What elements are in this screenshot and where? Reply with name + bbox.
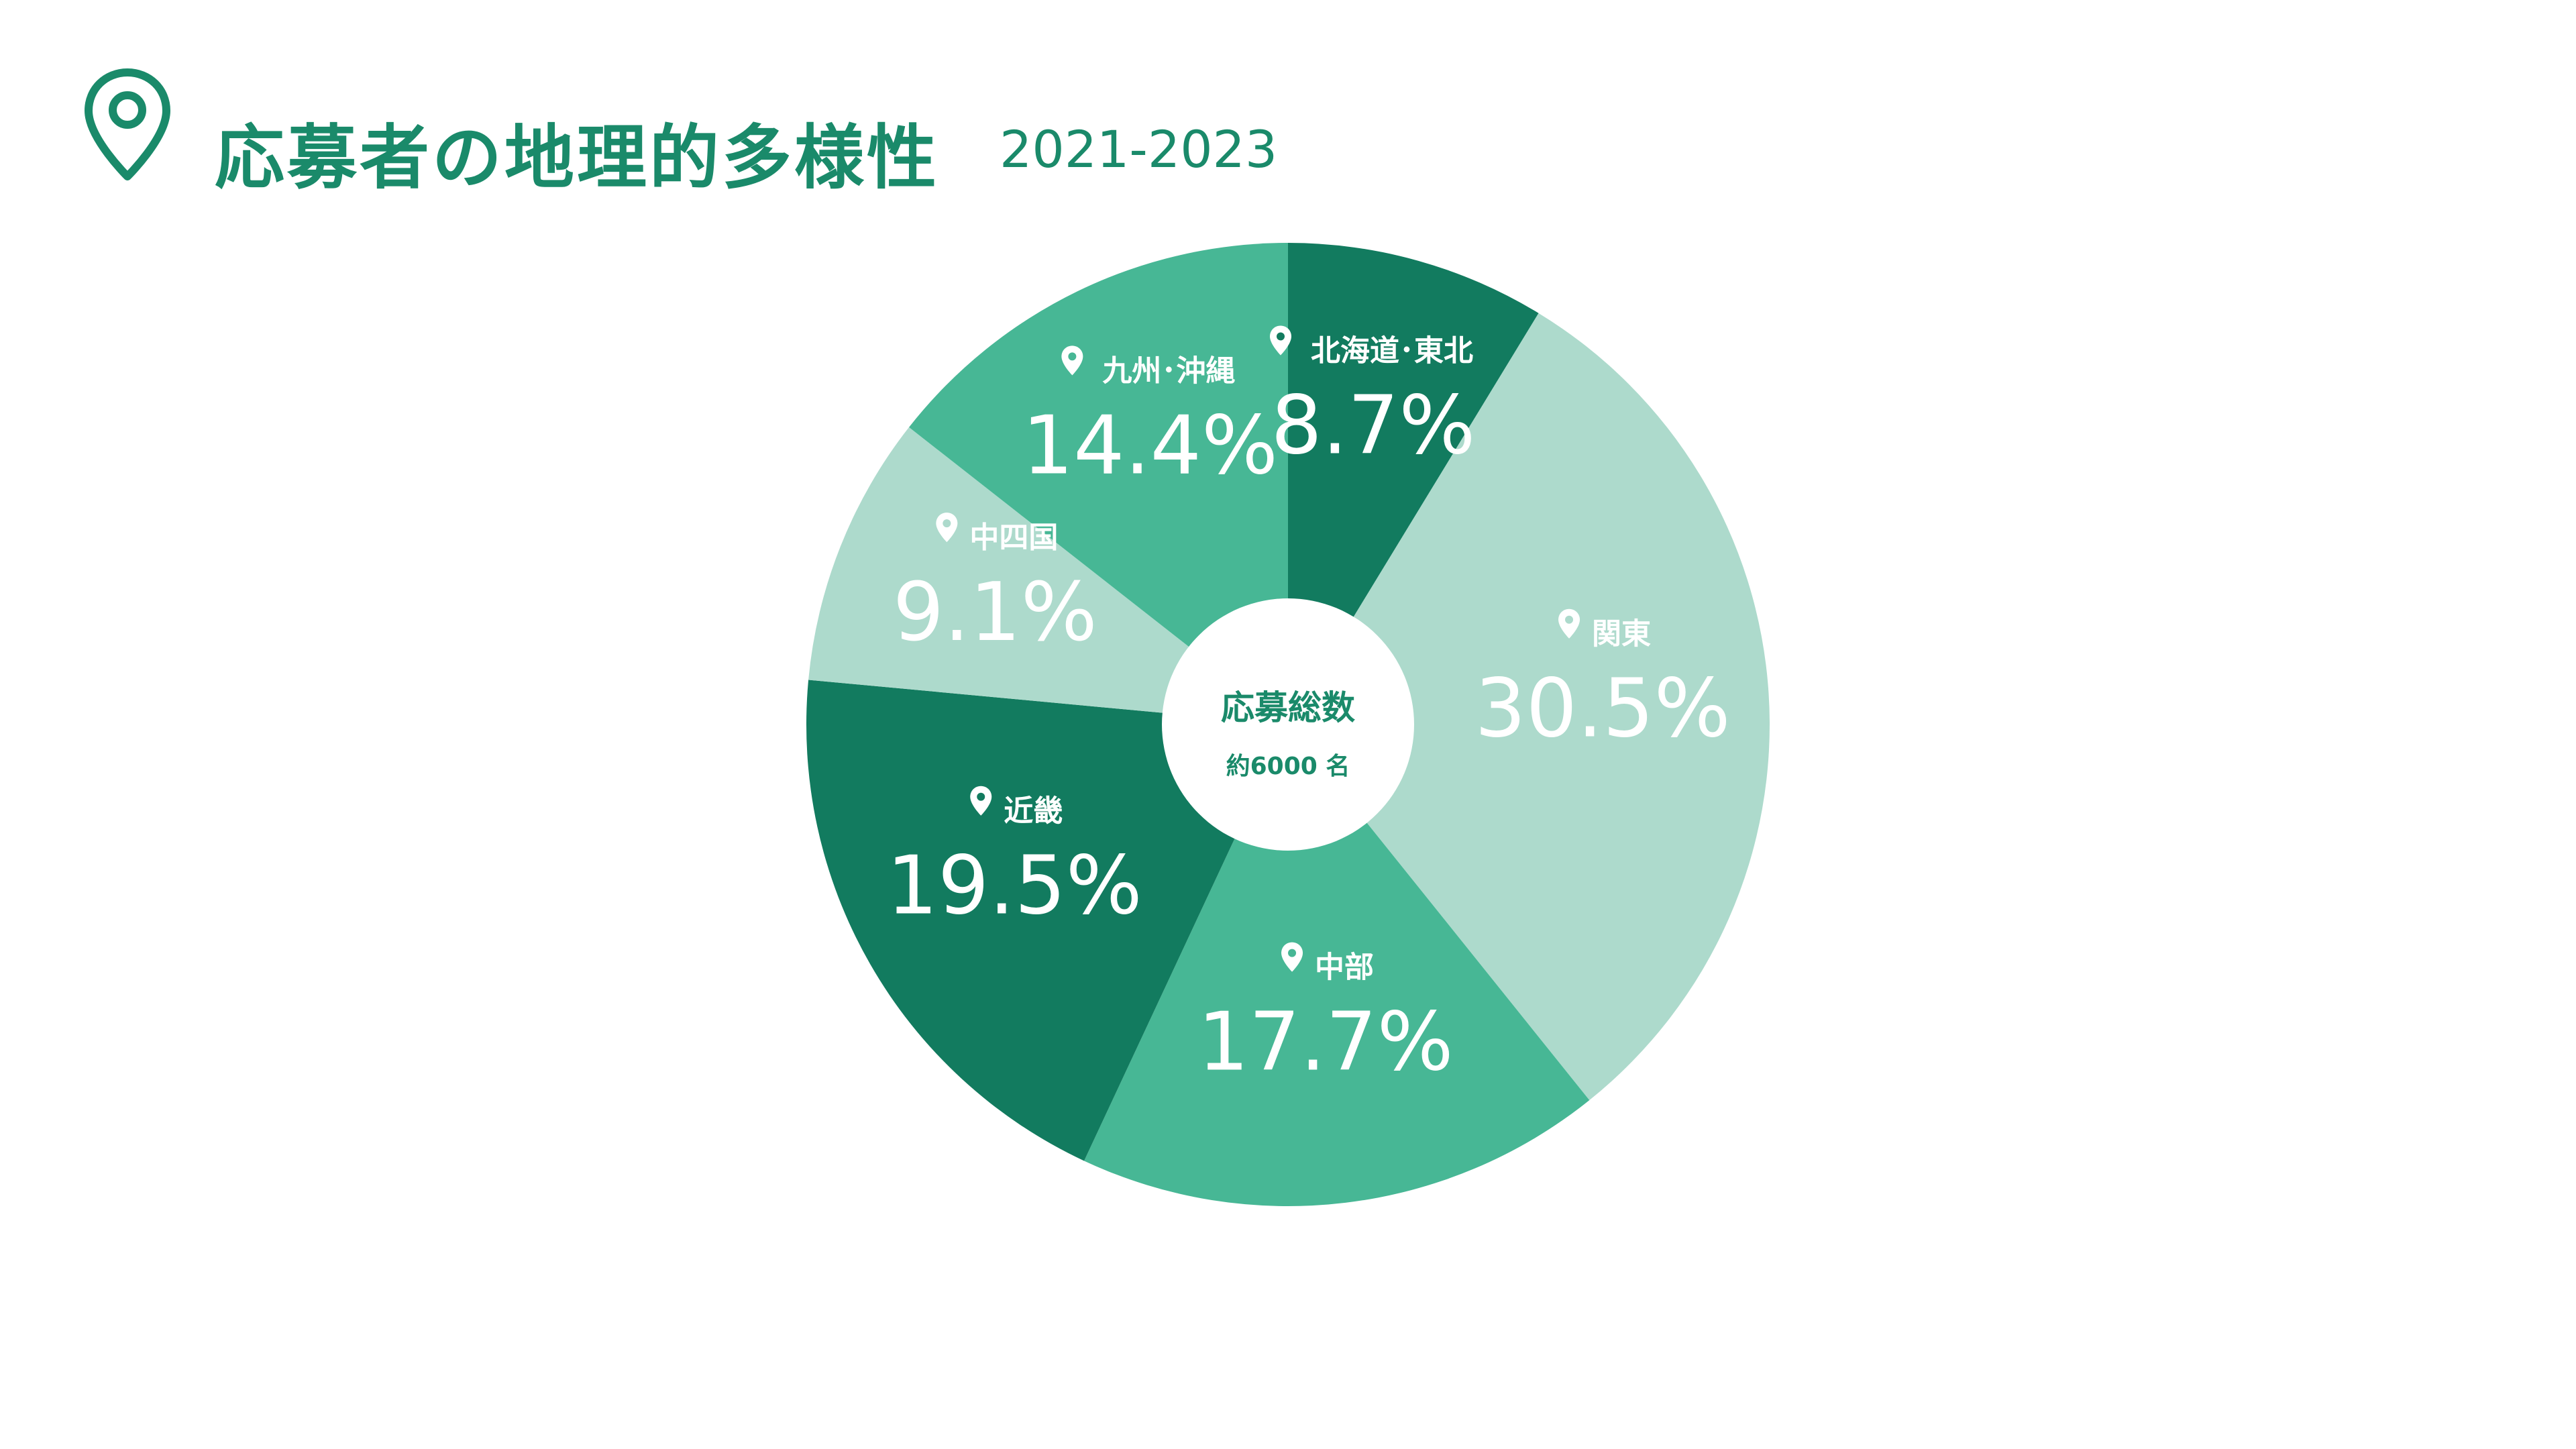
slice-label-group: 北海道･東北 8.7%: [1269, 325, 1476, 472]
date-range: 2021-2023: [1000, 119, 1278, 179]
pie-slice: [808, 427, 1288, 724]
pie-slices: [806, 243, 1770, 1206]
slice-value: 8.7%: [1271, 379, 1476, 472]
pie-slice: [1288, 243, 1539, 724]
slice-value: 30.5%: [1474, 663, 1730, 756]
pie-labels: 北海道･東北 8.7% 関東 30.5% 中部 17.7% 近畿 19.5% 中四国 9.1% 九州…: [887, 325, 1731, 1089]
slice-label: 近畿: [1004, 794, 1063, 828]
map-pin-icon: [1558, 608, 1580, 639]
map-pin-icon: [936, 513, 958, 543]
pie-slice: [1288, 313, 1770, 1101]
map-pin-icon: [1061, 345, 1083, 376]
header: 応募者の地理的多様性 2021-2023: [0, 0, 2576, 201]
map-pin-icon: [85, 68, 170, 180]
total-value: 約6000 名: [1226, 753, 1350, 780]
slice-label: 関東: [1592, 617, 1651, 651]
slice-label-group: 近畿 19.5%: [887, 786, 1142, 933]
total-label: 応募総数: [1221, 688, 1355, 727]
slice-value: 9.1%: [893, 566, 1097, 659]
slice-label: 北海道･東北: [1311, 333, 1473, 368]
pie-slice: [909, 243, 1288, 724]
slice-label-group: 中四国 9.1%: [893, 513, 1097, 659]
slice-label: 中部: [1315, 951, 1374, 985]
slice-label-group: 九州･沖縄 14.4%: [1022, 345, 1278, 492]
pie-slice: [1084, 724, 1590, 1206]
slice-value: 17.7%: [1197, 996, 1453, 1089]
slice-label-group: 関東 30.5%: [1474, 608, 1731, 756]
map-pin-icon: [1269, 325, 1291, 356]
slice-label-group: 中部 17.7%: [1197, 942, 1454, 1089]
slice-label: 九州･沖縄: [1102, 354, 1235, 388]
pie-slice: [806, 680, 1288, 1161]
slice-value: 14.4%: [1022, 399, 1278, 492]
map-pin-icon: [970, 786, 992, 816]
donut-hole: [1162, 598, 1414, 851]
page-title: 応募者の地理的多様性: [215, 117, 940, 199]
slice-label: 中四国: [969, 521, 1058, 555]
map-pin-icon: [1281, 942, 1303, 972]
slice-value: 19.5%: [887, 840, 1142, 933]
